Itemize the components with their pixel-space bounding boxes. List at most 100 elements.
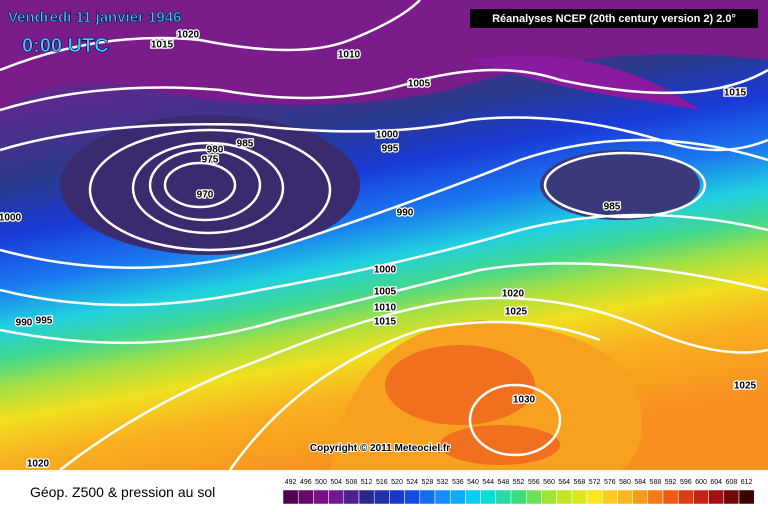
legend-label: 584 bbox=[634, 479, 646, 486]
legend-label: 532 bbox=[437, 479, 449, 486]
isobar-line bbox=[0, 0, 421, 72]
legend-label: 536 bbox=[452, 479, 464, 486]
legend-swatch bbox=[480, 489, 497, 505]
isobar-label: 985 bbox=[237, 139, 254, 150]
copyright: Copyright © 2011 Meteociel.fr bbox=[310, 443, 450, 454]
legend-label: 596 bbox=[680, 479, 692, 486]
isobar-label: 1000 bbox=[376, 130, 399, 141]
source-box bbox=[470, 9, 758, 28]
legend-swatch bbox=[343, 489, 360, 505]
isobar-label: 1025 bbox=[505, 307, 528, 318]
isobar-label: 1015 bbox=[374, 317, 397, 328]
isobar-line bbox=[59, 296, 768, 471]
legend-label: 592 bbox=[665, 479, 677, 486]
field-purple bbox=[470, 55, 700, 110]
legend-label: 492 bbox=[285, 479, 297, 486]
legend-swatch bbox=[510, 489, 527, 505]
legend-swatch bbox=[556, 489, 573, 505]
isobar-label: 1030 bbox=[513, 395, 536, 406]
legend-label: 568 bbox=[574, 479, 586, 486]
legend-swatch bbox=[571, 489, 588, 505]
source-text: Réanalyses NCEP (20th century version 2)… bbox=[492, 13, 736, 25]
legend-swatch bbox=[419, 489, 436, 505]
legend-swatch bbox=[601, 489, 618, 505]
legend-label: 524 bbox=[406, 479, 418, 486]
isobar-label: 1015 bbox=[151, 40, 174, 51]
isobar-label: 1020 bbox=[27, 459, 50, 470]
legend-label: 528 bbox=[422, 479, 434, 486]
legend-swatch bbox=[297, 489, 314, 505]
isobar-label: 1015 bbox=[724, 88, 747, 99]
legend-label: 600 bbox=[695, 479, 707, 486]
legend-label: 544 bbox=[482, 479, 494, 486]
legend-label: 560 bbox=[543, 479, 555, 486]
isobars bbox=[0, 0, 768, 470]
legend-swatch bbox=[632, 489, 649, 505]
legend-label: 580 bbox=[619, 479, 631, 486]
legend-swatch bbox=[328, 489, 345, 505]
legend-swatch bbox=[693, 489, 709, 505]
isobar-label: 1020 bbox=[502, 289, 525, 300]
isobar-label: 980 bbox=[207, 145, 224, 156]
isobar-line bbox=[0, 138, 768, 270]
legend-label: 556 bbox=[528, 479, 540, 486]
isobar-line bbox=[0, 68, 768, 112]
legend-title: Géop. Z500 & pression au sol bbox=[30, 484, 215, 500]
isobar-line bbox=[163, 161, 237, 209]
isobar-label: 1010 bbox=[374, 303, 397, 314]
isobar-label: 975 bbox=[202, 155, 219, 166]
field-low bbox=[540, 150, 700, 220]
legend-swatch bbox=[541, 489, 557, 505]
legend-swatch bbox=[313, 489, 329, 505]
legend-label: 564 bbox=[558, 479, 570, 486]
legend-swatch bbox=[617, 489, 633, 505]
legend-swatch bbox=[373, 489, 390, 505]
isobar-label: 995 bbox=[382, 144, 399, 155]
legend-label: 612 bbox=[741, 479, 753, 486]
legend-swatch bbox=[495, 489, 512, 505]
legend-label: 552 bbox=[513, 479, 525, 486]
field-low bbox=[60, 115, 360, 255]
isobar-label: 1000 bbox=[374, 265, 397, 276]
legend-label: 572 bbox=[589, 479, 601, 486]
legend-label: 540 bbox=[467, 479, 479, 486]
field-warm bbox=[385, 345, 535, 425]
legend-swatch bbox=[434, 489, 451, 505]
legend-label: 608 bbox=[726, 479, 738, 486]
legend-label: 520 bbox=[391, 479, 403, 486]
legend-label: 504 bbox=[330, 479, 342, 486]
isobar-line bbox=[0, 116, 768, 152]
map-title: Vendredi 11 janvier 1946 bbox=[8, 9, 181, 26]
legend-swatch bbox=[358, 489, 375, 505]
isobar-line bbox=[543, 151, 707, 219]
field-warm bbox=[440, 425, 560, 465]
isobar-line bbox=[228, 320, 601, 471]
legend-swatch bbox=[738, 489, 755, 505]
legend-label: 500 bbox=[315, 479, 327, 486]
legend-swatch bbox=[677, 489, 694, 505]
isobar-label: 1000 bbox=[0, 213, 22, 224]
legend-swatch bbox=[465, 489, 481, 505]
isobar-line bbox=[468, 383, 562, 457]
isobar-label: 990 bbox=[397, 208, 414, 219]
legend-label: 588 bbox=[650, 479, 662, 486]
legend-label: 548 bbox=[498, 479, 510, 486]
legend-swatch bbox=[389, 489, 405, 505]
isobar-line bbox=[0, 213, 768, 307]
isobar-line bbox=[131, 141, 285, 235]
isobar-line bbox=[0, 262, 768, 345]
legend-label: 496 bbox=[300, 479, 312, 486]
legend-label: 516 bbox=[376, 479, 388, 486]
legend-swatch bbox=[586, 489, 603, 505]
map-time: 0:00 UTC bbox=[22, 35, 109, 57]
isobar-label: 1005 bbox=[408, 79, 431, 90]
isobar-label: 970 bbox=[197, 190, 214, 201]
legend-swatch bbox=[282, 489, 299, 505]
legend-label: 576 bbox=[604, 479, 616, 486]
isobar-line bbox=[148, 148, 262, 222]
legend-label: 512 bbox=[361, 479, 373, 486]
isobar-label: 985 bbox=[604, 202, 621, 213]
isobar-label: 1010 bbox=[338, 50, 361, 61]
legend-swatch bbox=[708, 489, 725, 505]
